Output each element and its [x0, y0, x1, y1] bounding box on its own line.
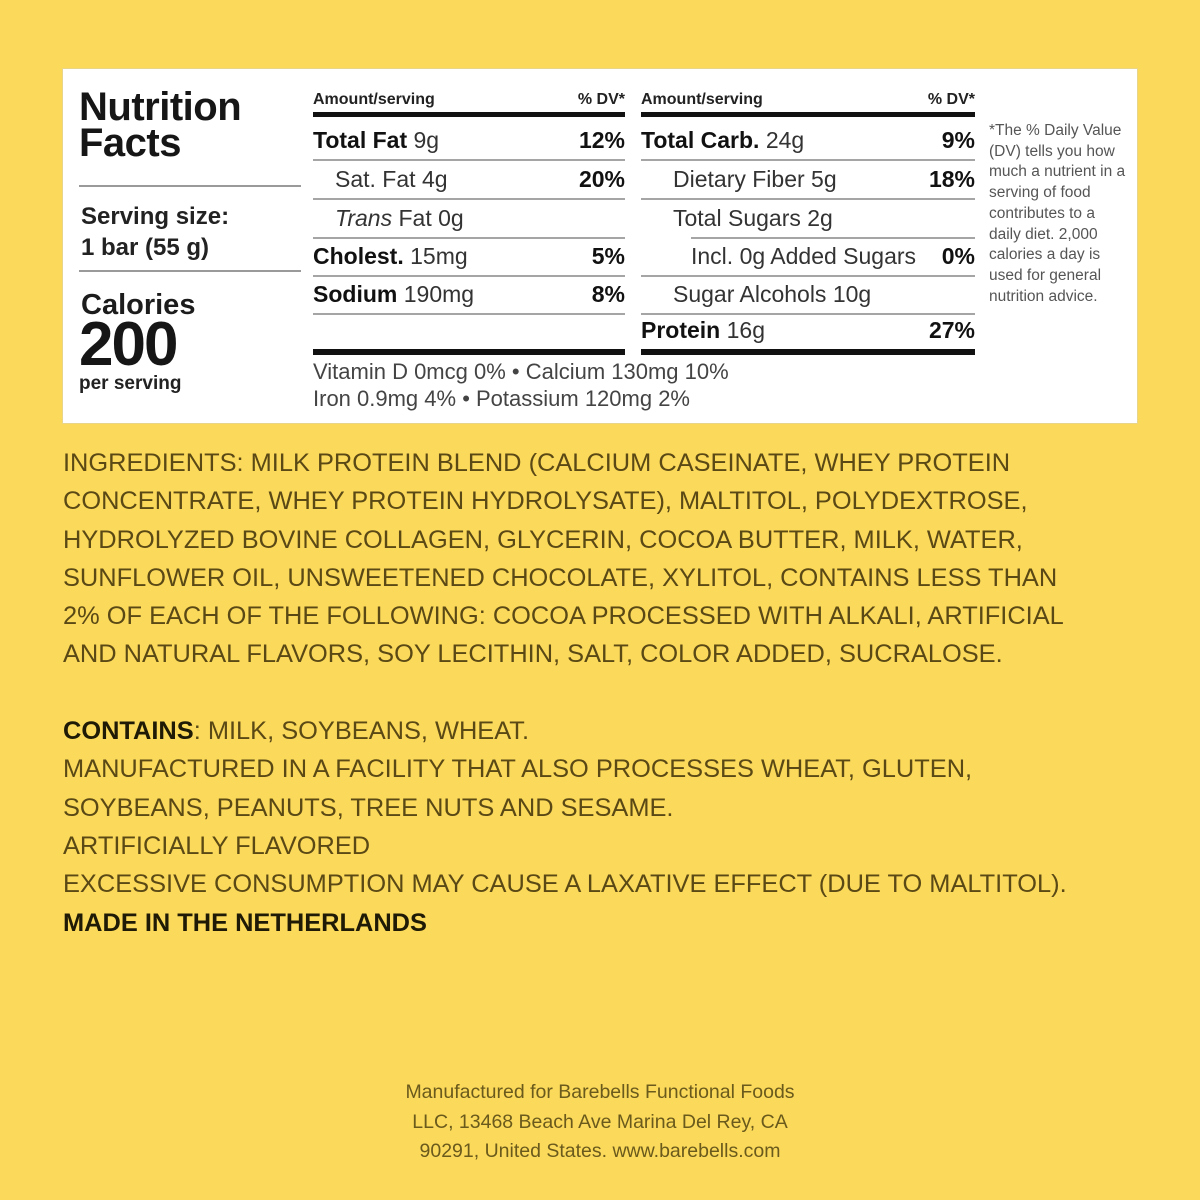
- nutrient-row: Dietary Fiber 5g 18%: [641, 160, 975, 200]
- contains-line: CONTAINS: MILK, SOYBEANS, WHEAT.: [63, 712, 1067, 750]
- nutrient-name-italic: Trans: [335, 205, 393, 231]
- nutrient-dv: 18%: [928, 166, 975, 192]
- thick-rule: [313, 349, 625, 355]
- nutrient-row: Total Fat 9g 12%: [313, 121, 625, 161]
- nutrient-row: Trans Fat 0g: [313, 199, 625, 239]
- divider: [79, 185, 301, 187]
- nutrient-name: Sugar Alcohols: [673, 281, 827, 307]
- nutrient-dv: 12%: [578, 127, 625, 153]
- column-header: Amount/serving % DV*: [641, 91, 975, 109]
- ingredients-line: SUNFLOWER OIL, UNSWEETENED CHOCOLATE, XY…: [63, 563, 1058, 592]
- dv-footnote: *The % Daily Value (DV) tells you how mu…: [989, 122, 1126, 305]
- nutrient-row: Total Carb. 24g 9%: [641, 121, 975, 161]
- nutrient-amount: 4g: [421, 166, 448, 192]
- nutrient-row: Sat. Fat 4g 20%: [313, 160, 625, 200]
- origin-note: MADE IN THE NETHERLANDS: [63, 908, 427, 937]
- contains-value: : MILK, SOYBEANS, WHEAT.: [193, 717, 530, 746]
- nutrient-row: Protein 16g 27%: [641, 311, 975, 349]
- amount-header: Amount/serving: [641, 91, 763, 108]
- nutrient-amount: 24g: [765, 127, 805, 153]
- ingredients-line: HYDROLYZED BOVINE COLLAGEN, GLYCERIN, CO…: [63, 525, 1023, 554]
- vitamins-line: Vitamin D 0mcg 0% • Calcium 130mg 10%: [313, 359, 729, 384]
- nutrient-name: Sat. Fat: [335, 166, 416, 192]
- dv-header: % DV*: [927, 91, 975, 108]
- thick-rule: [641, 349, 975, 355]
- nutrient-row: Cholest. 15mg 5%: [313, 237, 625, 277]
- divider: [79, 270, 301, 272]
- title-line: Facts: [79, 121, 182, 165]
- per-serving: per serving: [79, 373, 182, 394]
- manufacturer-line: LLC, 13468 Beach Ave Marina Del Rey, CA: [412, 1110, 788, 1133]
- divider: [691, 237, 975, 239]
- vitamins-line: Iron 0.9mg 4% • Potassium 120mg 2%: [313, 386, 690, 411]
- column-header: Amount/serving % DV*: [313, 91, 625, 109]
- nutrient-dv: 5%: [591, 243, 625, 269]
- ingredients-line: INGREDIENTS: MILK PROTEIN BLEND (CALCIUM…: [63, 449, 1011, 477]
- nutrient-row: Sugar Alcohols 10g: [641, 275, 975, 315]
- flavor-note: ARTIFICIALLY FLAVORED: [63, 831, 371, 860]
- nutrition-facts-title: Nutrition Facts: [79, 85, 242, 165]
- calories-label: Calories: [81, 289, 196, 321]
- serving-value: 1 bar (55 g): [81, 234, 210, 261]
- nutrient-amount: 16g: [726, 317, 765, 343]
- title-line: Nutrition: [79, 85, 242, 129]
- nutrient-name: Fat: [398, 205, 432, 231]
- ingredients-line: 2% OF EACH OF THE FOLLOWING: COCOA PROCE…: [63, 602, 1064, 631]
- thick-rule: [641, 112, 975, 117]
- nutrient-amount: 2g: [807, 205, 833, 231]
- nutrient-row: Incl. 0g Added Sugars 0%: [641, 237, 975, 277]
- calories-value: 200: [79, 310, 178, 379]
- contains-label: CONTAINS: [63, 717, 194, 746]
- nutrient-dv: 20%: [578, 166, 625, 192]
- nutrient-row: Total Sugars 2g: [641, 199, 975, 237]
- ingredients-line: CONCENTRATE, WHEY PROTEIN HYDROLYSATE), …: [63, 487, 1028, 516]
- facility-line: MANUFACTURED IN A FACILITY THAT ALSO PRO…: [63, 755, 973, 784]
- amount-header: Amount/serving: [313, 91, 435, 108]
- serving-label: Serving size:: [81, 203, 230, 230]
- thick-rule: [313, 112, 625, 117]
- facility-line: SOYBEANS, PEANUTS, TREE NUTS AND SESAME.: [63, 793, 674, 822]
- nutrient-name: Total Carb.: [641, 127, 760, 153]
- nutrient-dv: 9%: [941, 127, 975, 153]
- nutrient-amount: 15mg: [410, 243, 468, 269]
- nutrient-amount: 190mg: [403, 281, 475, 307]
- nutrient-name: Incl. 0g Added Sugars: [691, 243, 917, 269]
- nutrient-dv: 8%: [591, 281, 625, 307]
- ingredients-line: AND NATURAL FLAVORS, SOY LECITHIN, SALT,…: [63, 640, 1003, 669]
- ingredients-block: INGREDIENTS: MILK PROTEIN BLEND (CALCIUM…: [63, 444, 1067, 942]
- nutrient-amount: 5g: [811, 166, 837, 192]
- laxative-warning: EXCESSIVE CONSUMPTION MAY CAUSE A LAXATI…: [63, 870, 1067, 899]
- nutrient-row: Sodium 190mg 8%: [313, 275, 625, 315]
- nutrient-name: Sodium: [313, 281, 398, 307]
- nutrient-name: Dietary Fiber: [673, 166, 805, 192]
- nutrient-dv: 0%: [941, 243, 975, 269]
- nutrient-name: Protein: [641, 317, 721, 343]
- nutrition-facts-panel: Nutrition Facts Serving size: 1 bar (55 …: [62, 68, 1138, 424]
- nutrient-name: Total Sugars: [673, 205, 801, 231]
- nutrient-dv: 27%: [928, 317, 975, 343]
- nutrient-amount: 0g: [438, 205, 464, 231]
- dv-header: % DV*: [577, 91, 625, 108]
- manufacturer-info: Manufactured for Barebells Functional Fo…: [0, 1078, 1200, 1167]
- serving-size: Serving size: 1 bar (55 g): [81, 201, 229, 263]
- nutrient-name: Cholest.: [313, 243, 404, 269]
- manufacturer-line: 90291, United States. www.barebells.com: [419, 1140, 781, 1162]
- manufacturer-line: Manufactured for Barebells Functional Fo…: [405, 1081, 795, 1103]
- nutrient-name: Total Fat: [313, 127, 408, 153]
- nutrient-amount: 9g: [413, 127, 440, 153]
- nutrient-amount: 10g: [832, 281, 872, 307]
